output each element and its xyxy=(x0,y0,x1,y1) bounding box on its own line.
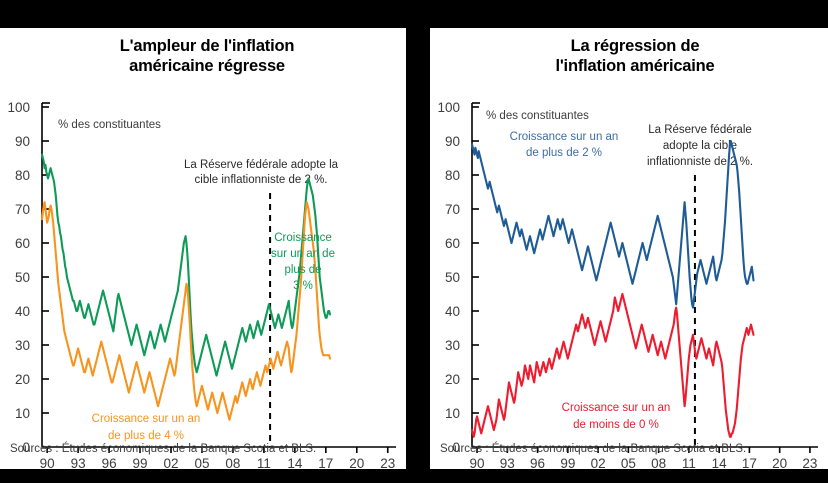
y-tick-label: 10 xyxy=(445,406,460,421)
right-unit-label: % des constituantes xyxy=(486,110,589,122)
y-tick-label: 30 xyxy=(445,338,460,353)
left-y-tick-labels: 0 10 20 30 40 50 60 70 80 90 100 xyxy=(7,100,30,455)
x-tick-label: 11 xyxy=(257,456,271,469)
x-tick-label: 93 xyxy=(500,456,515,469)
y-tick-label: 40 xyxy=(445,304,460,319)
y-tick-label: 50 xyxy=(15,270,30,285)
right-fed-annotation-line2: adopte la cible xyxy=(663,140,737,152)
right-red-label-line1: Croissance sur un an xyxy=(562,402,671,414)
right-x-tick-marks xyxy=(476,447,811,453)
left-chart-plot: 0 10 20 30 40 50 60 70 80 90 100 90 93 96 99 02 05 08 11 1… xyxy=(0,28,406,469)
right-blue-label-line1: Croissance sur un an xyxy=(510,131,619,143)
x-tick-label: 20 xyxy=(772,456,787,469)
right-series-red-line xyxy=(470,292,755,438)
right-red-series-label: Croissance sur un an de moins de 0 % xyxy=(562,402,671,431)
x-tick-label: 02 xyxy=(591,456,606,469)
y-tick-label: 70 xyxy=(445,202,460,217)
left-x-tick-labels: 90 93 96 99 02 05 08 11 14 17 20 23 xyxy=(40,456,396,469)
left-green-label-line4: 3 % xyxy=(293,280,313,292)
right-red-label-line2: de moins de 0 % xyxy=(573,419,659,431)
x-tick-label: 14 xyxy=(287,456,303,469)
x-tick-label: 20 xyxy=(349,456,364,469)
left-orange-label-line1: Croissance sur un an xyxy=(92,413,201,425)
y-tick-label: 70 xyxy=(15,202,30,217)
y-tick-label: 0 xyxy=(22,440,30,455)
y-tick-label: 90 xyxy=(445,134,460,149)
y-tick-label: 20 xyxy=(15,372,30,387)
y-tick-label: 10 xyxy=(15,406,30,421)
x-tick-label: 14 xyxy=(712,456,728,469)
x-tick-label: 96 xyxy=(530,456,545,469)
left-sources-note: Sources : Études économiques de la Banqu… xyxy=(10,443,317,455)
y-tick-label: 100 xyxy=(437,100,460,115)
y-tick-label: 60 xyxy=(15,236,30,251)
left-x-tick-marks xyxy=(46,447,389,453)
y-tick-label: 80 xyxy=(445,168,460,183)
right-blue-label-line2: de plus de 2 % xyxy=(526,147,602,159)
right-chart-svg: 0 10 20 30 40 50 60 70 80 90 100 90 93 96 99 02 05 08 11 1… xyxy=(437,100,818,469)
x-tick-label: 90 xyxy=(470,456,485,469)
x-tick-label: 05 xyxy=(194,456,209,469)
right-chart-plot: 0 10 20 30 40 50 60 70 80 90 100 90 93 96 99 02 05 08 11 1… xyxy=(430,28,828,469)
left-chart-title-line2: américaine régresse xyxy=(129,57,285,75)
right-chart-title-line1: La régression de xyxy=(570,37,700,55)
left-orange-label-line2: de plus de 4 % xyxy=(108,430,184,442)
x-tick-label: 05 xyxy=(621,456,636,469)
left-unit-label: % des constituantes xyxy=(58,119,161,131)
x-tick-label: 23 xyxy=(802,456,817,469)
right-x-tick-labels: 90 93 96 99 02 05 08 11 14 17 20 23 xyxy=(470,456,818,469)
right-chart-title: La régression de l'inflation américaine xyxy=(452,36,818,76)
y-tick-label: 100 xyxy=(7,100,30,115)
right-blue-series-label: Croissance sur un an de plus de 2 % xyxy=(510,131,619,159)
y-tick-label: 20 xyxy=(445,372,460,387)
left-fed-annotation-line2: cible inflationniste de 2 %. xyxy=(195,174,328,186)
left-chart-title: L'ampleur de l'inflation américaine régr… xyxy=(18,36,396,76)
right-fed-annotation-line3: inflationniste de 2 %. xyxy=(647,156,753,168)
x-tick-label: 02 xyxy=(163,456,178,469)
right-y-tick-marks xyxy=(472,106,479,414)
left-chart-svg: 0 10 20 30 40 50 60 70 80 90 100 90 93 96 99 02 05 08 11 1… xyxy=(7,100,396,469)
left-series-green-line xyxy=(40,153,332,377)
x-tick-label: 90 xyxy=(40,456,55,469)
x-tick-label: 17 xyxy=(318,456,333,469)
y-tick-label: 50 xyxy=(445,270,460,285)
x-tick-label: 93 xyxy=(71,456,86,469)
right-series-blue-line xyxy=(470,139,755,309)
y-tick-label: 90 xyxy=(15,134,30,149)
left-green-label-line2: sur un an de xyxy=(271,248,335,260)
right-fed-annotation-line1: La Réserve fédérale xyxy=(648,124,752,136)
left-green-label-line1: Croissance xyxy=(274,232,332,244)
x-tick-label: 11 xyxy=(682,456,696,469)
left-orange-series-label: Croissance sur un an de plus de 4 % xyxy=(92,413,201,442)
left-chart-title-line1: L'ampleur de l'inflation xyxy=(119,37,295,55)
x-tick-label: 99 xyxy=(560,456,575,469)
x-tick-label: 08 xyxy=(225,456,240,469)
right-sources-note: Sources : Études économiques de la Banqu… xyxy=(440,443,747,455)
right-chart-title-line2: l'inflation américaine xyxy=(555,57,715,75)
left-y-tick-marks xyxy=(42,106,49,414)
x-tick-label: 17 xyxy=(742,456,757,469)
left-green-label-line3: plus de xyxy=(284,264,321,276)
right-chart-panel: La régression de l'inflation américaine … xyxy=(430,28,828,469)
left-fed-annotation-line1: La Réserve fédérale adopte la xyxy=(184,159,339,171)
left-green-series-label: Croissance sur un an de plus de 3 % xyxy=(271,232,335,292)
x-tick-label: 96 xyxy=(102,456,117,469)
left-chart-panel: L'ampleur de l'inflation américaine régr… xyxy=(0,28,406,469)
y-tick-label: 40 xyxy=(15,304,30,319)
x-tick-label: 23 xyxy=(380,456,395,469)
x-tick-label: 99 xyxy=(133,456,148,469)
y-tick-label: 60 xyxy=(445,236,460,251)
right-y-tick-labels: 0 10 20 30 40 50 60 70 80 90 100 xyxy=(437,100,460,455)
y-tick-label: 80 xyxy=(15,168,30,183)
y-tick-label: 30 xyxy=(15,338,30,353)
y-tick-label: 0 xyxy=(452,440,460,455)
x-tick-label: 08 xyxy=(651,456,666,469)
left-series-orange-line xyxy=(40,201,332,421)
